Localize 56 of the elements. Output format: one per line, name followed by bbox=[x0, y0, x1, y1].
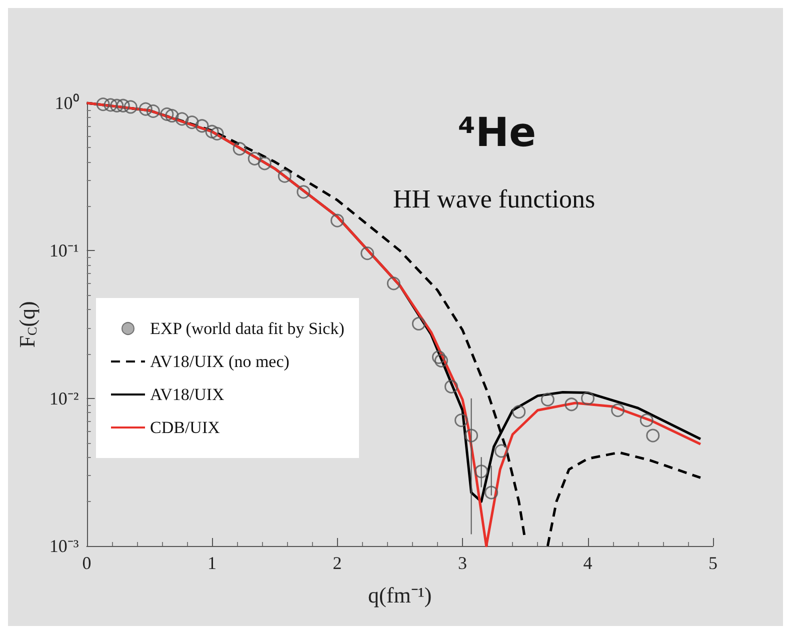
point bbox=[210, 126, 224, 140]
point bbox=[564, 398, 578, 412]
point bbox=[248, 152, 262, 166]
point bbox=[175, 112, 189, 126]
point bbox=[474, 464, 488, 478]
point bbox=[464, 428, 478, 442]
point bbox=[146, 104, 160, 118]
x-tick-label: 4 bbox=[583, 553, 592, 573]
x-tick-label: 1 bbox=[208, 553, 217, 573]
y-tick-label: 10⁰ bbox=[54, 93, 79, 113]
point bbox=[124, 100, 138, 114]
point bbox=[116, 98, 130, 112]
y-axis-title: FC(q) bbox=[14, 301, 40, 348]
point bbox=[185, 116, 199, 130]
point bbox=[165, 108, 179, 122]
point bbox=[110, 98, 124, 112]
point bbox=[195, 119, 209, 133]
legend-label: EXP (world data fit by Sick) bbox=[150, 319, 344, 338]
point bbox=[232, 142, 246, 156]
x-tick-label: 0 bbox=[82, 553, 92, 573]
point bbox=[646, 428, 660, 442]
point bbox=[412, 316, 426, 330]
point bbox=[205, 124, 219, 138]
point bbox=[432, 350, 446, 364]
x-tick-label: 2 bbox=[332, 553, 342, 573]
point bbox=[360, 246, 374, 260]
point bbox=[330, 214, 344, 228]
point bbox=[581, 392, 595, 406]
y-tick-label: 10⁻¹ bbox=[49, 240, 79, 261]
annotation: HH wave functions bbox=[393, 184, 596, 214]
point bbox=[278, 169, 292, 183]
point bbox=[138, 102, 152, 116]
point bbox=[96, 98, 110, 112]
point bbox=[640, 414, 654, 428]
point bbox=[104, 98, 118, 112]
x-axis-title: q(fm⁻¹) bbox=[368, 582, 432, 608]
legend-label: AV18/UIX (no mec) bbox=[150, 352, 290, 371]
point bbox=[160, 107, 174, 121]
annotation: ⁴He bbox=[458, 110, 536, 156]
point bbox=[494, 444, 508, 458]
point bbox=[444, 380, 458, 394]
point bbox=[484, 486, 498, 500]
x-tick-label: 3 bbox=[458, 553, 468, 573]
point bbox=[296, 185, 310, 199]
x-tick-label: 5 bbox=[708, 553, 718, 573]
point bbox=[611, 404, 625, 418]
legend-label: AV18/UIX bbox=[150, 385, 224, 404]
y-tick-label: 10⁻² bbox=[49, 388, 79, 408]
point bbox=[512, 405, 526, 419]
point bbox=[540, 392, 554, 406]
point bbox=[386, 276, 400, 290]
legend-label: CDB/UIX bbox=[150, 418, 220, 437]
point bbox=[434, 354, 448, 368]
y-tick-label: 10⁻³ bbox=[49, 536, 80, 556]
point bbox=[258, 156, 272, 170]
point bbox=[454, 414, 468, 428]
